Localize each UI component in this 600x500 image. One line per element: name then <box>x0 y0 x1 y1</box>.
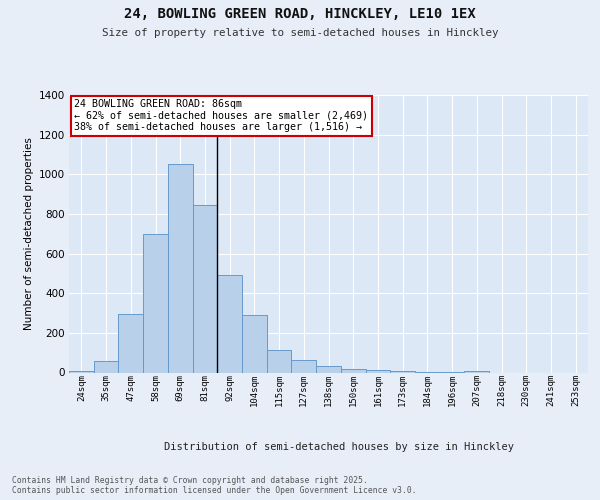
Bar <box>217 276 242 372</box>
Text: Distribution of semi-detached houses by size in Hinckley: Distribution of semi-detached houses by … <box>164 442 514 452</box>
Text: Contains HM Land Registry data © Crown copyright and database right 2025.
Contai: Contains HM Land Registry data © Crown c… <box>12 476 416 495</box>
Y-axis label: Number of semi-detached properties: Number of semi-detached properties <box>25 138 34 330</box>
Bar <box>242 315 267 372</box>
Text: Size of property relative to semi-detached houses in Hinckley: Size of property relative to semi-detach… <box>102 28 498 38</box>
Bar <box>316 366 341 372</box>
Bar <box>118 314 143 372</box>
Bar <box>94 360 118 372</box>
Bar <box>365 370 390 372</box>
Bar <box>193 205 217 372</box>
Bar <box>168 164 193 372</box>
Bar <box>292 360 316 372</box>
Text: 24 BOWLING GREEN ROAD: 86sqm
← 62% of semi-detached houses are smaller (2,469)
3: 24 BOWLING GREEN ROAD: 86sqm ← 62% of se… <box>74 99 368 132</box>
Bar <box>267 350 292 372</box>
Bar <box>464 370 489 372</box>
Bar <box>69 370 94 372</box>
Bar <box>341 368 365 372</box>
Bar <box>143 234 168 372</box>
Bar <box>390 370 415 372</box>
Text: 24, BOWLING GREEN ROAD, HINCKLEY, LE10 1EX: 24, BOWLING GREEN ROAD, HINCKLEY, LE10 1… <box>124 8 476 22</box>
